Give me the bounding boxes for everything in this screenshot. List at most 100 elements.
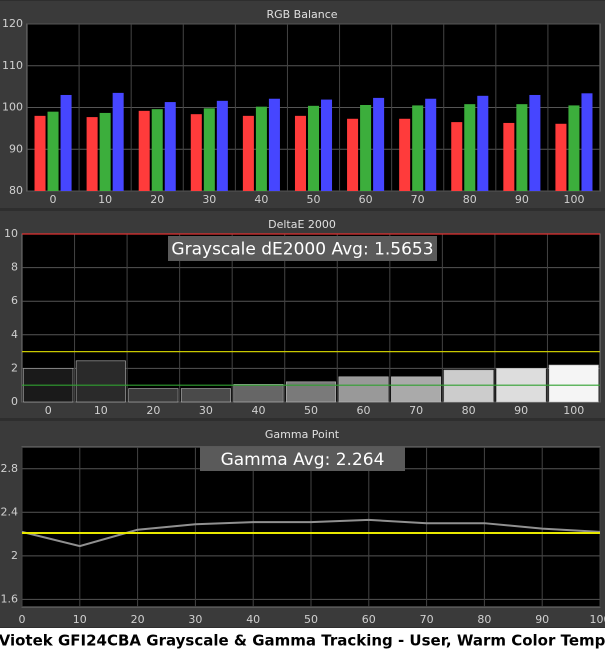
bar <box>60 94 72 191</box>
y-tick-label: 2 <box>11 361 18 374</box>
bar <box>86 117 98 191</box>
bar <box>425 98 437 191</box>
x-tick-label: 70 <box>411 193 425 206</box>
annotation-box <box>200 447 405 471</box>
x-tick-label: 20 <box>131 613 145 626</box>
caption: Viotek GFI24CBA Grayscale & Gamma Tracki… <box>0 632 605 650</box>
bar <box>255 106 267 191</box>
bar <box>307 105 320 191</box>
y-tick-label: 4 <box>11 328 18 341</box>
x-tick-label: 80 <box>477 613 491 626</box>
bar <box>47 111 59 191</box>
bar <box>464 104 476 191</box>
x-tick-label: 30 <box>199 404 213 417</box>
x-tick-label: 60 <box>359 193 373 206</box>
x-tick-label: 40 <box>246 613 260 626</box>
y-tick-label: 2.8 <box>1 462 19 475</box>
x-tick-label: 70 <box>420 613 434 626</box>
bar <box>180 388 231 403</box>
bar <box>294 115 306 191</box>
chart-title: RGB Balance <box>266 8 337 21</box>
x-tick-label: 50 <box>304 404 318 417</box>
x-tick-label: 20 <box>146 404 160 417</box>
bar <box>216 100 228 191</box>
y-tick-label: 2 <box>11 549 18 562</box>
data-line <box>21 518 601 548</box>
x-tick-label: 60 <box>357 404 371 417</box>
x-tick-label: 30 <box>188 613 202 626</box>
chart-title: DeltaE 2000 <box>268 218 336 231</box>
x-tick-label: 100 <box>563 193 584 206</box>
bar <box>399 118 411 191</box>
bar <box>451 122 463 191</box>
x-tick-label: 90 <box>515 193 529 206</box>
bar <box>112 92 124 191</box>
y-tick-label: 10 <box>4 227 18 240</box>
bar <box>391 376 442 403</box>
y-tick-label: 100 <box>2 101 23 114</box>
x-tick-label: 100 <box>590 613 605 626</box>
bar <box>516 104 528 191</box>
y-tick-label: 90 <box>9 142 23 155</box>
x-tick-label: 80 <box>463 193 477 206</box>
x-tick-label: 40 <box>254 193 268 206</box>
x-tick-label: 10 <box>73 613 87 626</box>
x-tick-label: 0 <box>45 404 52 417</box>
x-tick-label: 0 <box>19 613 26 626</box>
y-tick-label: 120 <box>2 17 23 30</box>
x-tick-label: 0 <box>50 193 57 206</box>
x-tick-label: 70 <box>409 404 423 417</box>
bar <box>477 95 489 191</box>
x-tick-label: 10 <box>98 193 112 206</box>
y-tick-label: 110 <box>2 59 23 72</box>
bar <box>34 115 46 191</box>
bar <box>338 376 389 403</box>
x-tick-label: 20 <box>150 193 164 206</box>
bar <box>581 93 593 191</box>
bar <box>373 97 385 191</box>
y-tick-label: 6 <box>11 294 18 307</box>
y-tick-label: 1.6 <box>1 592 19 605</box>
x-tick-label: 40 <box>251 404 265 417</box>
bar <box>412 105 424 191</box>
bar <box>128 388 179 403</box>
bar <box>138 110 150 191</box>
y-tick-label: 80 <box>9 184 23 197</box>
bar <box>568 105 580 191</box>
annotation: Gamma Avg: 2.264 <box>221 450 385 470</box>
bar <box>443 369 494 403</box>
x-tick-label: 80 <box>462 404 476 417</box>
bar <box>268 98 280 191</box>
bar <box>99 112 111 191</box>
x-tick-label: 50 <box>304 613 318 626</box>
chart-title: Gamma Point <box>265 428 340 441</box>
bar <box>75 360 126 403</box>
bar <box>190 114 202 191</box>
bar <box>203 108 215 191</box>
x-tick-label: 10 <box>94 404 108 417</box>
bar <box>151 109 163 191</box>
bar <box>548 364 599 403</box>
bar <box>555 123 567 191</box>
x-tick-label: 90 <box>535 613 549 626</box>
y-tick-label: 0 <box>11 395 18 408</box>
y-tick-label: 2.4 <box>1 505 19 518</box>
bar <box>233 384 284 403</box>
annotation-box <box>168 236 437 261</box>
x-tick-label: 60 <box>362 613 376 626</box>
annotation: Grayscale dE2000 Avg: 1.5653 <box>171 240 433 260</box>
bar <box>347 118 359 191</box>
bar <box>286 381 336 403</box>
bar <box>360 104 372 191</box>
x-tick-label: 50 <box>307 193 321 206</box>
bar <box>242 115 254 191</box>
y-tick-label: 8 <box>11 261 18 274</box>
x-tick-label: 100 <box>563 404 584 417</box>
bar <box>529 94 541 191</box>
x-tick-label: 90 <box>514 404 528 417</box>
x-tick-label: 30 <box>202 193 216 206</box>
bar <box>164 102 176 191</box>
bar <box>503 122 515 191</box>
bar <box>321 99 333 191</box>
